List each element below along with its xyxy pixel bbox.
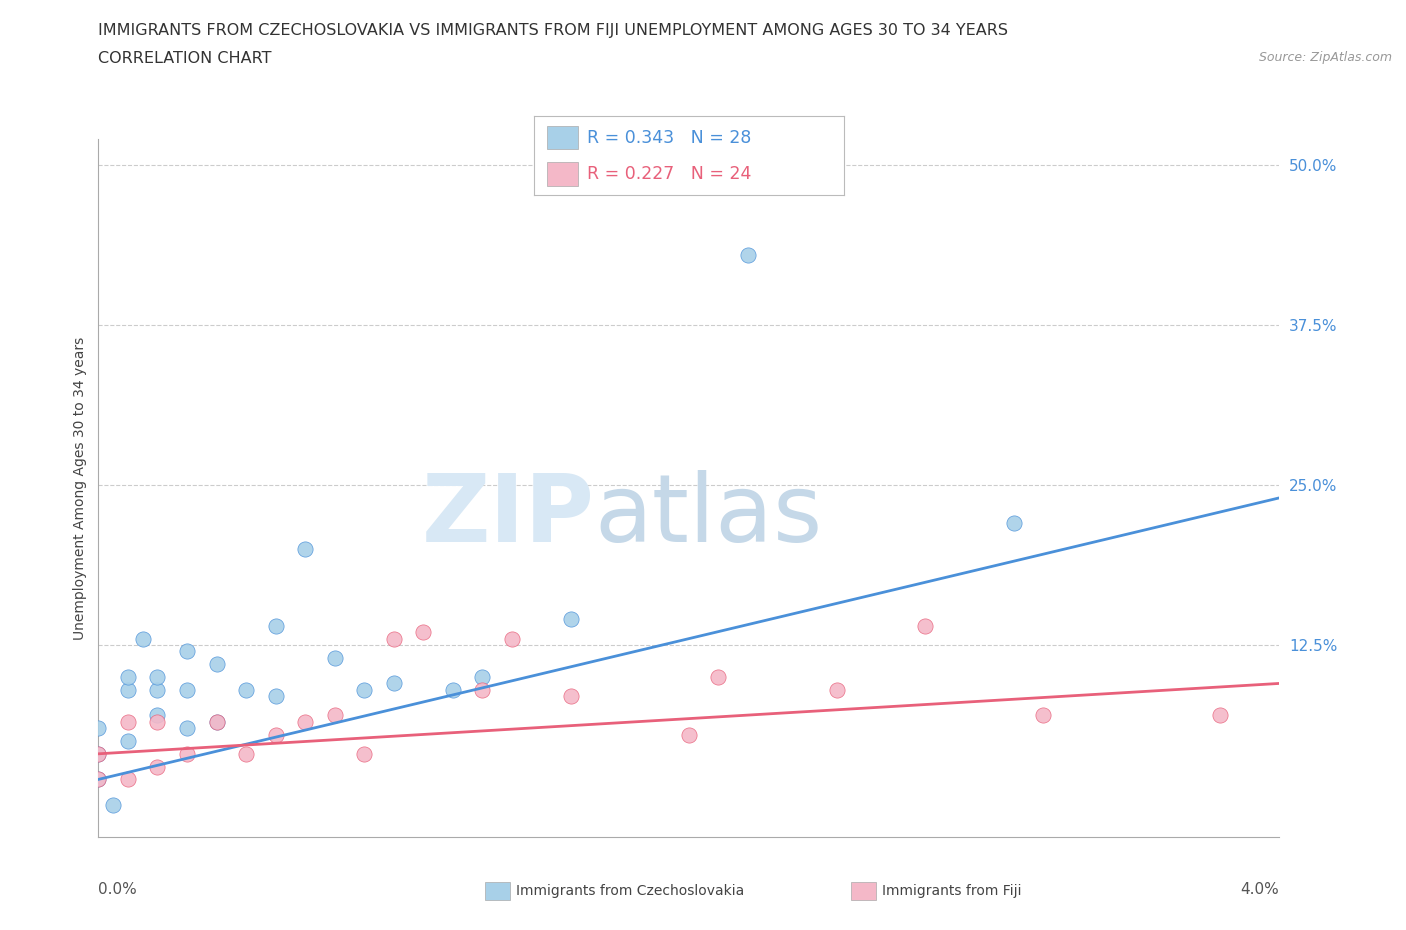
Point <box>501 631 523 646</box>
Point <box>264 727 287 742</box>
Point <box>146 683 169 698</box>
Point <box>471 670 494 684</box>
Point <box>294 714 316 729</box>
Point <box>87 772 110 787</box>
Bar <box>547 162 578 186</box>
Point <box>382 676 405 691</box>
Text: ZIP: ZIP <box>422 471 595 562</box>
Point <box>737 247 759 262</box>
Point <box>1032 708 1054 723</box>
Y-axis label: Unemployment Among Ages 30 to 34 years: Unemployment Among Ages 30 to 34 years <box>73 337 87 640</box>
Bar <box>547 126 578 150</box>
Point <box>87 747 110 762</box>
Point <box>382 631 405 646</box>
Point <box>294 541 316 556</box>
Point <box>205 657 228 671</box>
Point <box>412 625 434 640</box>
Point <box>117 734 139 749</box>
Point <box>471 683 494 698</box>
Text: 4.0%: 4.0% <box>1240 882 1279 897</box>
Point <box>1002 516 1025 531</box>
Point <box>707 670 730 684</box>
Text: R = 0.343   N = 28: R = 0.343 N = 28 <box>586 129 751 147</box>
Point <box>176 644 198 658</box>
Point <box>146 708 169 723</box>
Point <box>146 670 169 684</box>
Text: Immigrants from Fiji: Immigrants from Fiji <box>882 884 1021 898</box>
Text: IMMIGRANTS FROM CZECHOSLOVAKIA VS IMMIGRANTS FROM FIJI UNEMPLOYMENT AMONG AGES 3: IMMIGRANTS FROM CZECHOSLOVAKIA VS IMMIGR… <box>98 23 1008 38</box>
Point <box>146 714 169 729</box>
Text: Source: ZipAtlas.com: Source: ZipAtlas.com <box>1258 51 1392 64</box>
Point <box>176 747 198 762</box>
Text: R = 0.227   N = 24: R = 0.227 N = 24 <box>586 165 751 182</box>
Point <box>323 650 346 665</box>
Point <box>678 727 700 742</box>
Point <box>117 683 139 698</box>
Point <box>87 747 110 762</box>
Point <box>103 798 124 813</box>
Point <box>132 631 155 646</box>
Point <box>205 714 228 729</box>
Point <box>205 714 228 729</box>
Text: Immigrants from Czechoslovakia: Immigrants from Czechoslovakia <box>516 884 744 898</box>
Point <box>87 772 110 787</box>
Point <box>87 721 110 736</box>
Text: CORRELATION CHART: CORRELATION CHART <box>98 51 271 66</box>
Point <box>825 683 848 698</box>
Point <box>235 683 257 698</box>
Point <box>117 714 139 729</box>
Text: atlas: atlas <box>595 471 823 562</box>
Point <box>353 747 375 762</box>
Point <box>560 612 582 627</box>
Point <box>176 721 198 736</box>
Point <box>264 618 287 633</box>
Point <box>117 670 139 684</box>
Point <box>441 683 464 698</box>
Point <box>353 683 375 698</box>
Point <box>117 772 139 787</box>
Point <box>323 708 346 723</box>
Text: 0.0%: 0.0% <box>98 882 138 897</box>
Point <box>176 683 198 698</box>
Point <box>1209 708 1232 723</box>
Point <box>235 747 257 762</box>
Point <box>146 759 169 774</box>
Point <box>264 689 287 704</box>
Point <box>560 689 582 704</box>
Point <box>914 618 936 633</box>
